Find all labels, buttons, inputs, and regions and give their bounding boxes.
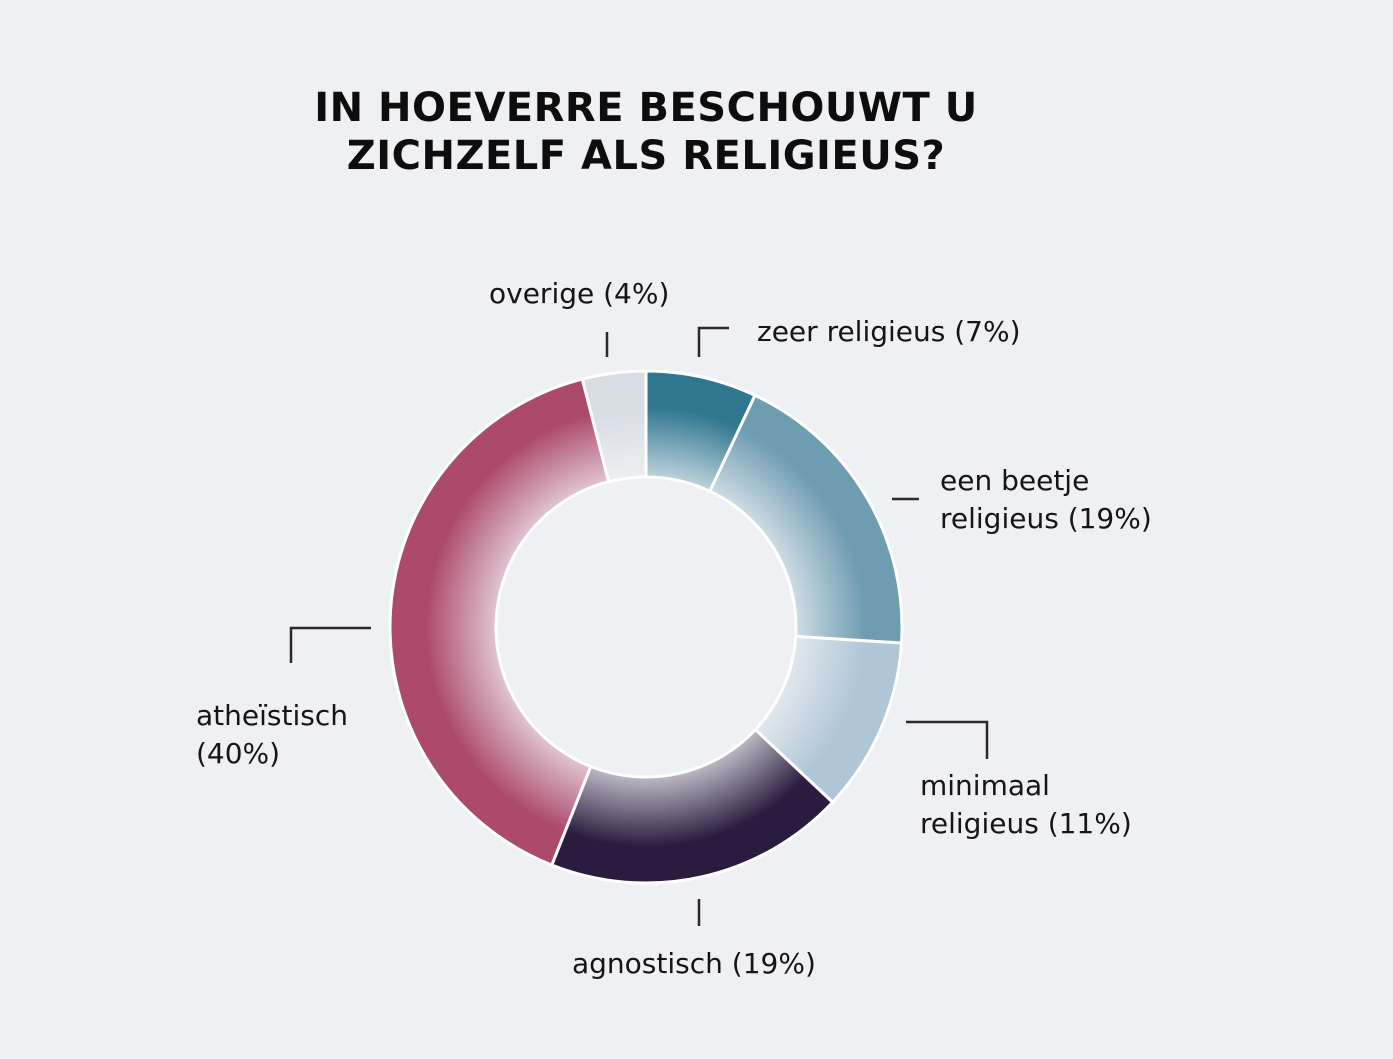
slice-label-line: agnostisch (19%) [572,947,816,980]
slice-label-line: zeer religieus (7%) [757,315,1021,348]
slice-label-line: een beetje [940,464,1090,497]
slice-label-agnostisch: agnostisch (19%) [572,945,816,983]
slice-label-line: religieus (19%) [940,502,1152,535]
donut-slices [388,369,904,885]
chart-title-line-2: ZICHZELF ALS RELIGIEUS? [346,133,946,179]
slice-label-line: religieus (11%) [920,807,1132,840]
slice-label-line: overige (4%) [489,277,670,310]
donut-slice-overige [580,369,648,484]
slice-label-line: minimaal [920,769,1050,802]
slice-label-overige: overige (4%) [489,275,669,313]
slice-label-minimaal-religieus: minimaal religieus (11%) [920,767,1132,843]
slice-label-atheistisch: atheïstisch (40%) [196,697,348,773]
leader-line-4 [289,626,371,663]
leader-lines [289,326,989,926]
slice-label-zeer-religieus: zeer religieus (7%) [757,313,1021,351]
slice-label-line: (40%) [196,737,281,770]
donut-slice-athe-stisch [388,377,611,867]
chart-title: IN HOEVERRE BESCHOUWT U ZICHZELF ALS REL… [246,84,1046,180]
donut-slice-agnostisch [549,727,835,885]
leader-line-0 [697,326,729,357]
slice-label-een-beetje-religieus: een beetje religieus (19%) [940,462,1152,538]
donut-slice-een-beetje-religieus [707,393,904,645]
slice-label-line: atheïstisch [196,699,348,732]
leader-line-2 [906,720,989,759]
chart-title-line-1: IN HOEVERRE BESCHOUWT U [314,85,978,131]
